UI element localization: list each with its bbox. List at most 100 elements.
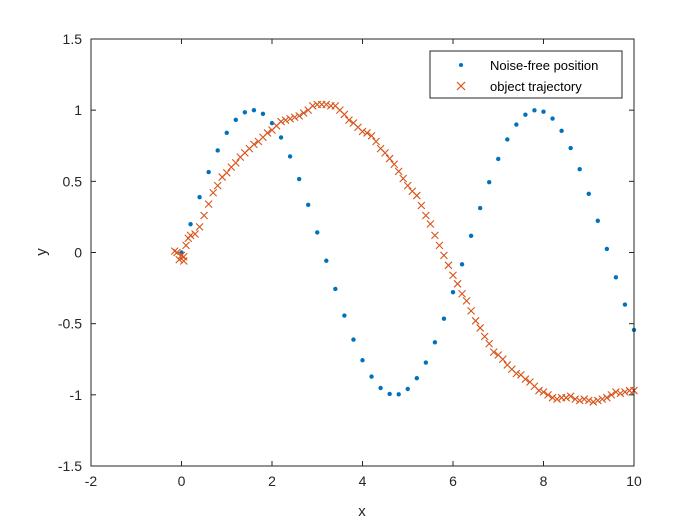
trajectory-point <box>290 113 299 122</box>
trajectory-point <box>412 191 421 200</box>
trajectory-point <box>250 140 258 149</box>
trajectory-point <box>566 392 575 401</box>
noise-free-point <box>333 286 338 292</box>
noise-free-point <box>269 120 275 126</box>
trajectory-point <box>175 255 184 264</box>
trajectory-point <box>435 241 444 250</box>
noise-free-point <box>487 179 492 185</box>
noise-free-point <box>496 156 501 162</box>
trajectory-point <box>498 355 507 364</box>
trajectory-point <box>209 188 218 197</box>
x-tick-label: 2 <box>268 473 276 489</box>
trajectory-point <box>263 129 272 137</box>
trajectory-point <box>489 348 498 357</box>
x-tick-label: 4 <box>359 473 367 489</box>
x-tick-label: 0 <box>178 473 186 489</box>
legend-box <box>429 50 623 99</box>
trajectory-point <box>308 102 317 110</box>
noise-free-point <box>450 290 456 295</box>
trajectory-point <box>299 109 308 117</box>
trajectory-point <box>553 395 561 403</box>
noise-free-point <box>296 176 302 182</box>
noise-free-point <box>514 122 519 127</box>
trajectory-point <box>485 339 494 348</box>
trajectory-point <box>607 390 616 399</box>
trajectory-point <box>390 160 399 169</box>
trajectory-point <box>358 127 367 136</box>
x-tick-label: 8 <box>540 473 548 489</box>
trajectory-point <box>170 247 179 255</box>
trajectory-point <box>575 396 584 405</box>
noise-free-point <box>324 258 329 263</box>
trajectory-point <box>593 396 602 405</box>
trajectory-point <box>200 211 209 220</box>
trajectory-point <box>589 398 598 406</box>
trajectory-point <box>476 324 485 332</box>
noise-free-point <box>595 218 600 223</box>
noise-free-point <box>369 374 374 379</box>
noise-free-point <box>396 392 401 397</box>
y-tick-label: 1 <box>74 102 82 118</box>
noise-free-point <box>206 169 211 175</box>
plot-area <box>91 39 634 466</box>
trajectory-point <box>286 114 294 123</box>
trajectory-point <box>616 389 625 398</box>
noise-free-point <box>215 148 220 153</box>
trajectory-point <box>449 271 457 280</box>
noise-free-point <box>188 221 193 227</box>
trajectory-point <box>458 289 466 298</box>
trajectory-point <box>179 257 188 265</box>
noise-free-point <box>604 246 610 252</box>
trajectory-point <box>381 148 390 157</box>
trajectory-point <box>562 393 571 402</box>
noise-free-point <box>550 116 555 121</box>
y-tick-label: 1.5 <box>63 31 83 47</box>
trajectory-point <box>598 395 607 403</box>
noise-free-point <box>505 137 510 142</box>
noise-free-point <box>351 337 356 342</box>
trajectory-point <box>195 222 204 231</box>
trajectory-point <box>372 137 380 146</box>
y-tick-label: 0.5 <box>63 173 83 189</box>
trajectory-point <box>399 174 408 183</box>
noise-free-point <box>342 313 347 318</box>
series-1 <box>170 100 638 406</box>
noise-free-point <box>414 375 419 381</box>
series-0 <box>179 108 637 397</box>
x-axis-label: x <box>358 503 366 520</box>
trajectory-point <box>191 230 199 238</box>
trajectory-point <box>281 116 290 125</box>
noise-free-point <box>287 154 293 159</box>
y-tick-label: 0 <box>74 245 82 261</box>
trajectory-point <box>363 129 371 137</box>
y-tick-label: -1 <box>70 387 83 403</box>
trajectory-point <box>467 306 475 315</box>
noise-free-point <box>613 275 619 280</box>
trajectory-point <box>612 388 620 396</box>
noise-free-point <box>441 316 447 321</box>
trajectory-point <box>602 393 611 402</box>
trajectory-point <box>431 231 439 240</box>
noise-free-point <box>306 202 311 208</box>
noise-free-point <box>197 194 202 200</box>
noise-free-point <box>459 262 465 267</box>
noise-free-point <box>523 112 528 117</box>
y-tick-label: -1.5 <box>58 458 82 474</box>
noise-free-point <box>260 111 266 117</box>
trajectory-point <box>295 111 304 120</box>
trajectory-point <box>213 181 222 190</box>
trajectory-point <box>580 395 589 403</box>
trajectory-point <box>621 388 629 396</box>
noise-free-point <box>577 167 582 172</box>
trajectory-point <box>548 393 557 402</box>
noise-free-point <box>278 135 284 140</box>
trajectory-point <box>453 279 462 288</box>
trajectory-point <box>186 231 195 240</box>
trajectory-point <box>480 332 489 341</box>
x-tick-label: 10 <box>626 473 642 489</box>
trajectory-point <box>403 181 412 190</box>
y-axis-label: y <box>33 248 50 256</box>
noise-free-point <box>586 191 591 197</box>
trajectory-point <box>340 110 349 119</box>
